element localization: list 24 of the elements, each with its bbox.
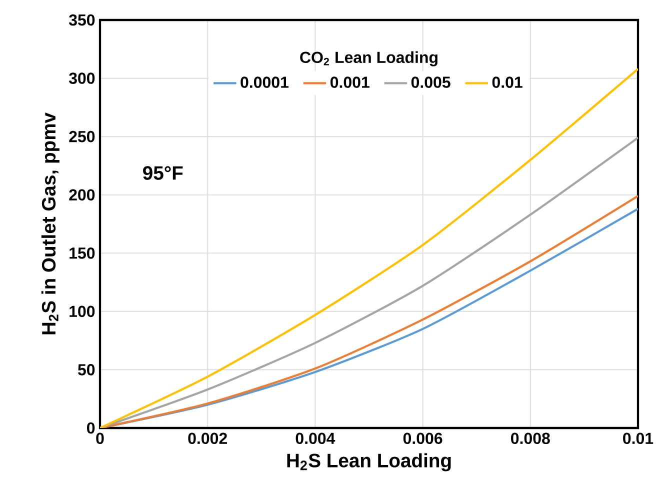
y-tick-label: 50	[78, 364, 95, 376]
x-tick-label: 0	[96, 432, 104, 444]
annotation: 95°F	[143, 166, 183, 180]
line-series	[100, 68, 638, 428]
y-tick-label: 250	[69, 130, 95, 142]
y-axis-title: H$_{2}$S in Outlet Gas, ppmv	[41, 112, 60, 334]
x-tick-label: 0.006	[403, 432, 442, 444]
legend-label: 0.0001	[240, 76, 289, 88]
x-tick-label: 0.01	[623, 432, 654, 444]
y-tick-label: 0	[87, 422, 95, 434]
legend-label: 0.005	[411, 76, 450, 88]
y-tick-label: 200	[69, 189, 95, 201]
x-tick-label: 0.004	[296, 432, 336, 444]
x-tick-label: 0.002	[188, 432, 227, 444]
x-axis-title: H$_{2}$S Lean Loading	[287, 453, 451, 472]
x-tick-label: 0.008	[511, 432, 550, 444]
legend-label: 0.001	[330, 76, 370, 88]
legend-label: 0.01	[492, 76, 522, 88]
y-tick-label: 300	[68, 72, 95, 84]
line-series	[100, 136, 638, 428]
y-tick-label: 100	[70, 306, 95, 318]
legend-title: CO$_{2}$ Lean Loading	[300, 51, 438, 66]
y-tick-label: 150	[70, 247, 95, 259]
y-tick-label: 350	[68, 14, 95, 26]
